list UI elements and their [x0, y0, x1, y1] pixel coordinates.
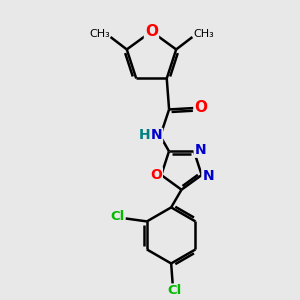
Text: N: N	[202, 169, 214, 184]
Text: H: H	[139, 128, 151, 142]
Text: Cl: Cl	[167, 284, 181, 297]
Text: CH₃: CH₃	[89, 29, 110, 39]
Text: CH₃: CH₃	[193, 29, 214, 39]
Text: N: N	[195, 143, 206, 157]
Text: O: O	[145, 24, 158, 39]
Text: Cl: Cl	[110, 211, 124, 224]
Text: N: N	[151, 128, 163, 142]
Text: O: O	[194, 100, 208, 116]
Text: O: O	[150, 168, 162, 182]
